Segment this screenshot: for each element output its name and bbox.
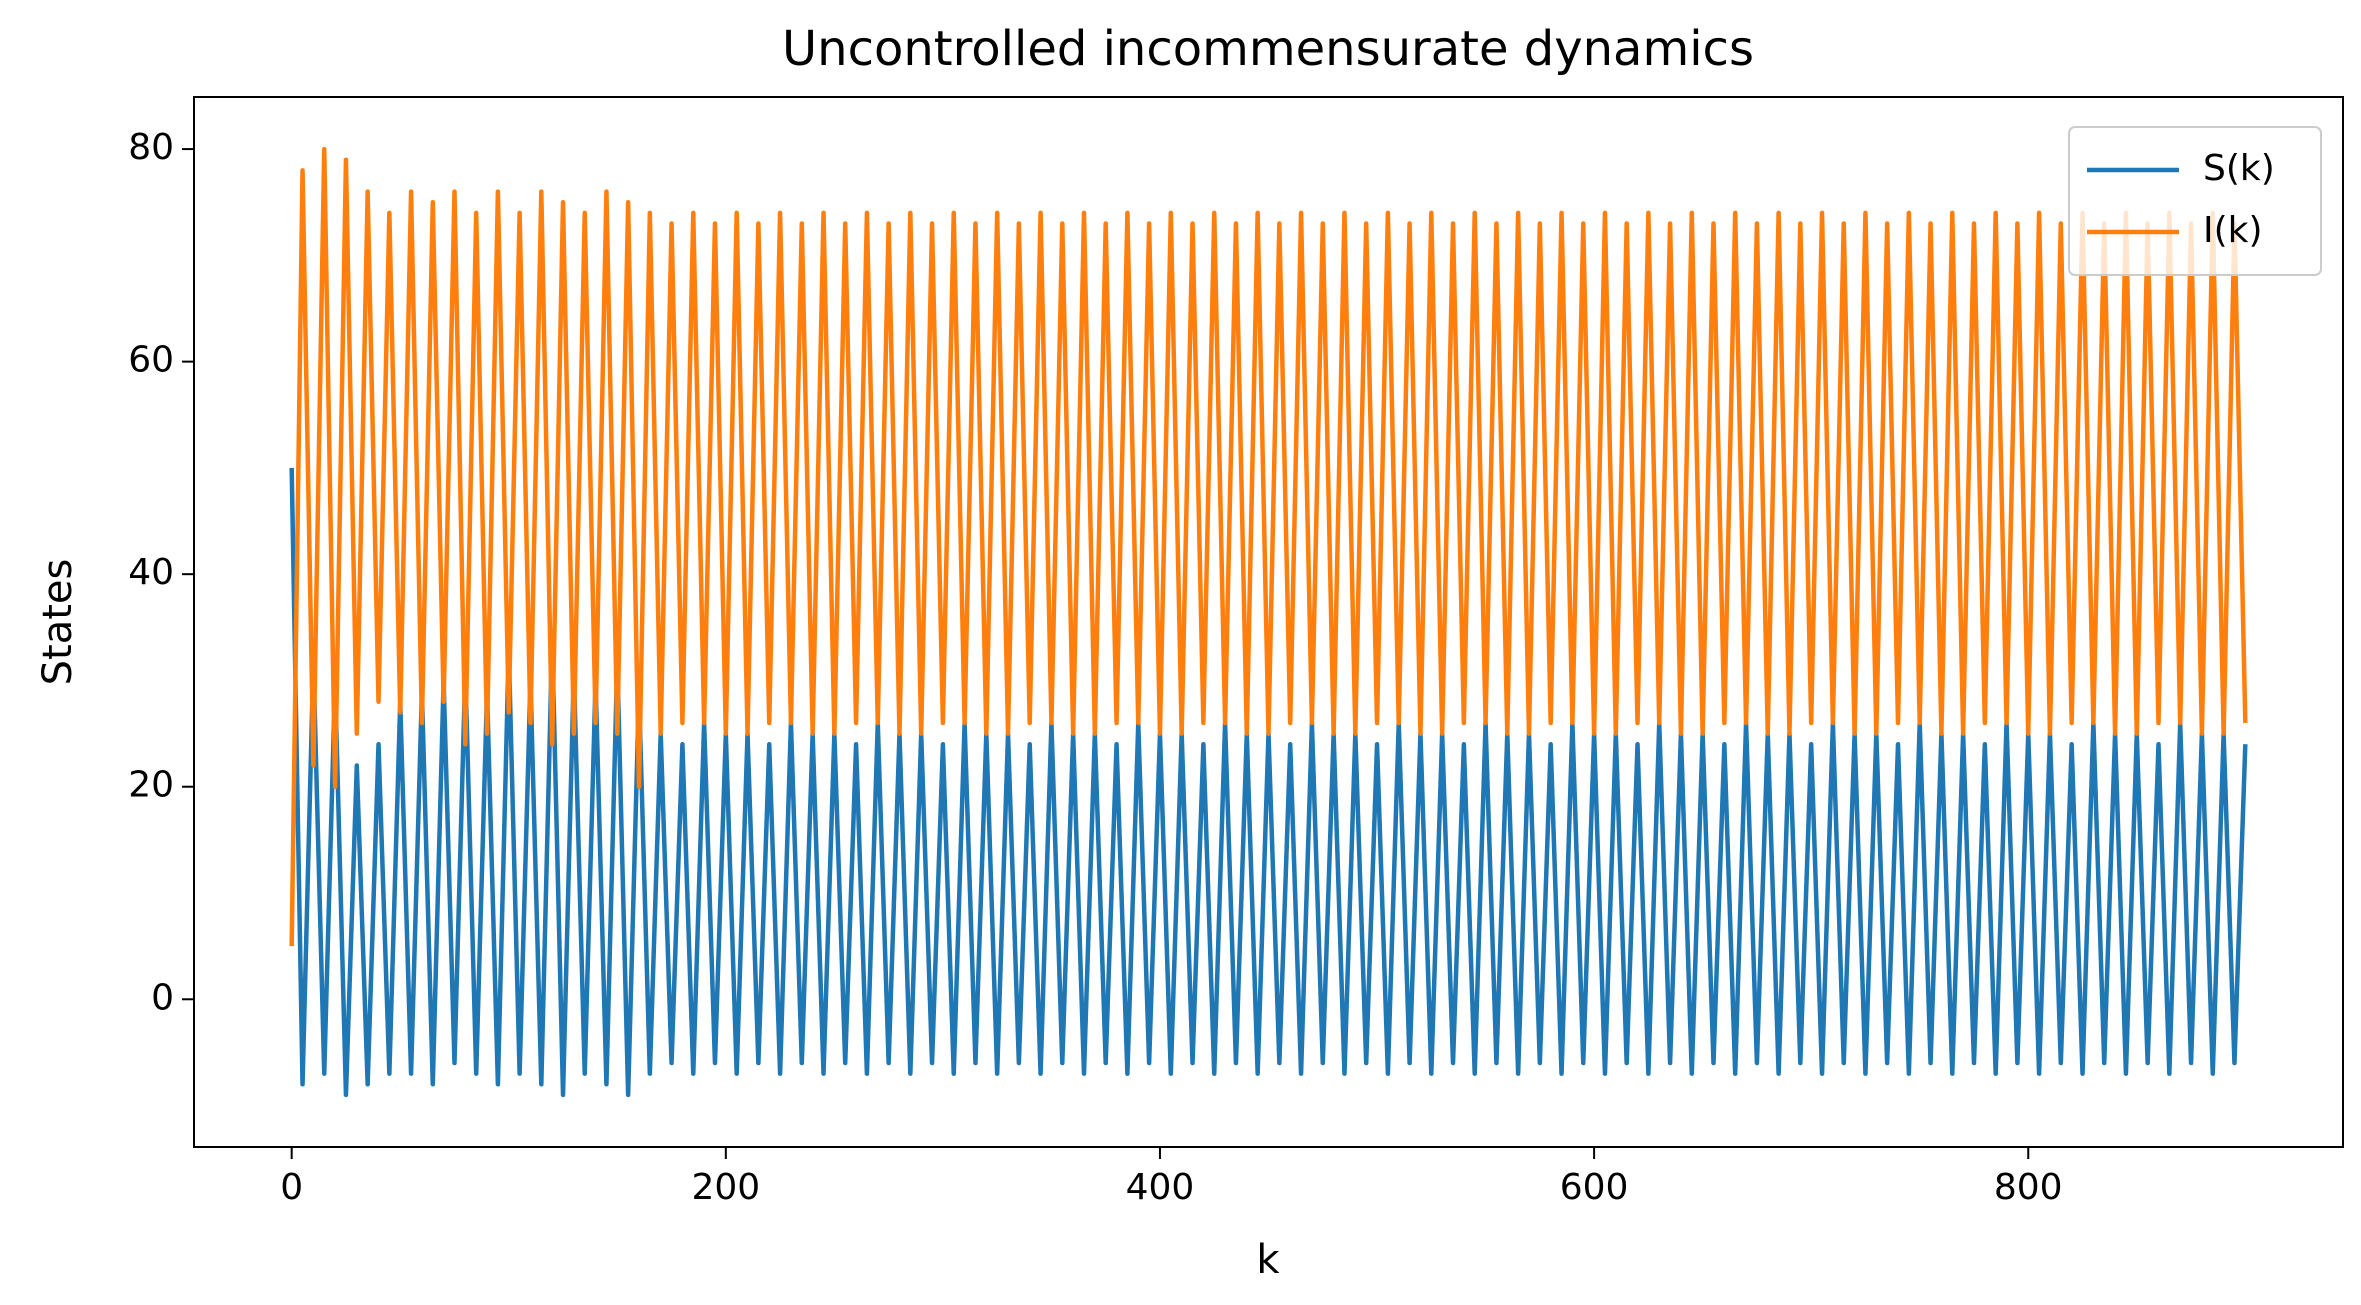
x-tick-label: 200 [691, 1167, 760, 1208]
legend-label: S(k) [2203, 148, 2275, 189]
legend-box [2068, 126, 2322, 276]
y-tick-label: 0 [151, 977, 174, 1018]
plot-frame [193, 96, 2344, 1148]
y-axis-label: States [35, 559, 81, 686]
y-tick-label: 80 [128, 127, 174, 168]
x-tick-label: 800 [1994, 1167, 2063, 1208]
x-tick-label: 0 [280, 1167, 303, 1208]
legend-label: I(k) [2203, 210, 2263, 251]
y-tick-label: 20 [128, 765, 174, 806]
series-line [289, 146, 2248, 947]
x-axis-label: k [1256, 1237, 1280, 1283]
x-tick-label: 400 [1126, 1167, 1195, 1208]
x-tick-label: 600 [1560, 1167, 1629, 1208]
chart-title: Uncontrolled incommensurate dynamics [782, 21, 1754, 77]
y-tick-label: 40 [128, 552, 174, 593]
y-tick-label: 60 [128, 340, 174, 381]
